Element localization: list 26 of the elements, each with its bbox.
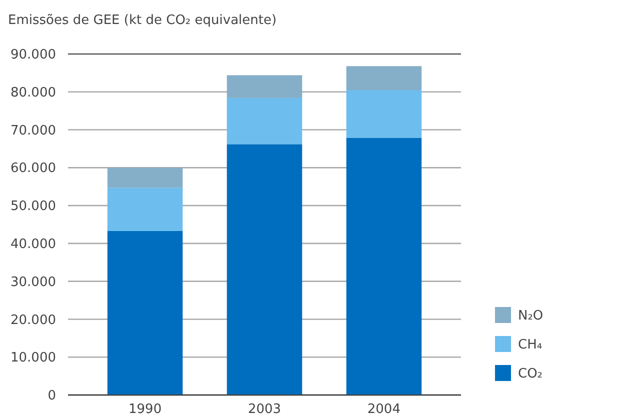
legend-label: CO₂ [518, 366, 543, 382]
y-tick-label: 80.000 [10, 85, 56, 100]
y-tick-label: 30.000 [10, 274, 56, 290]
y-tick-label: 20.000 [10, 312, 56, 328]
bar [107, 168, 183, 188]
bar [346, 66, 422, 90]
bar [226, 98, 302, 144]
legend-label: N₂O [518, 308, 544, 324]
y-tick-label: 10.000 [10, 350, 56, 366]
bar [107, 188, 183, 231]
bar [107, 230, 183, 395]
legend-label: CH₄ [518, 338, 542, 353]
y-tick-label: 90.000 [10, 48, 56, 63]
y-tick-label: 60.000 [10, 161, 56, 176]
bar [346, 138, 422, 395]
y-tick-label: 50.000 [10, 199, 56, 214]
y-tick-label: 0 [48, 388, 56, 404]
bar [346, 90, 422, 138]
x-tick-label: 1990 [128, 402, 162, 417]
x-tick-label: 2004 [367, 402, 400, 417]
y-tick-label: 70.000 [10, 123, 56, 138]
chart-title: Emissões de GEE (kt de CO₂ equivalente) [8, 13, 277, 28]
bar [226, 75, 302, 98]
bar [226, 144, 302, 395]
x-tick-label: 2003 [248, 402, 282, 417]
y-tick-label: 40.000 [10, 236, 56, 252]
